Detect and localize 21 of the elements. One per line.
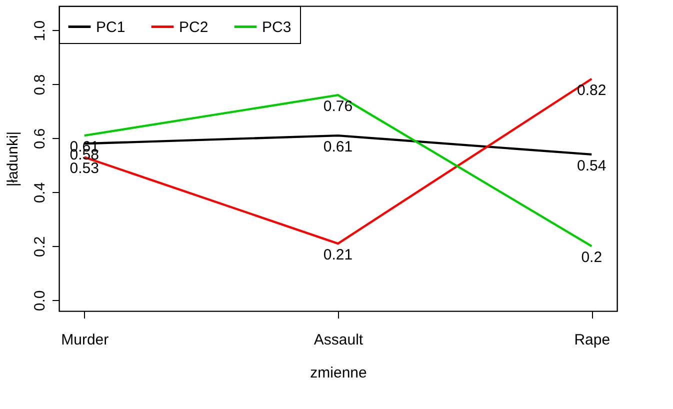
legend-label: PC1 (96, 18, 126, 36)
y-tick-label: 0.2 (32, 236, 48, 258)
y-tick-label: 0.8 (32, 74, 48, 96)
data-label: 0.61 (323, 138, 353, 156)
data-label: 0.76 (323, 98, 353, 116)
x-tick-label: Assault (314, 332, 364, 348)
y-tick-label: 0.4 (32, 182, 48, 204)
legend-label: PC2 (179, 18, 208, 36)
x-tick-label: Rape (574, 332, 610, 348)
y-tick-label: 0.0 (32, 290, 48, 312)
y-tick-label: 0.6 (32, 128, 48, 150)
x-tick-label: Murder (61, 332, 109, 348)
data-label: 0.21 (323, 246, 353, 264)
y-tick-label: 1.0 (32, 20, 48, 42)
data-label: 0.2 (581, 249, 602, 266)
legend-label: PC3 (262, 18, 292, 36)
data-label: 0.82 (577, 82, 606, 99)
x-axis-title: zmienne (310, 364, 367, 382)
y-axis-title: |ładunki| (4, 131, 22, 187)
data-label: 0.53 (70, 160, 99, 178)
data-label: 0.54 (577, 157, 606, 174)
